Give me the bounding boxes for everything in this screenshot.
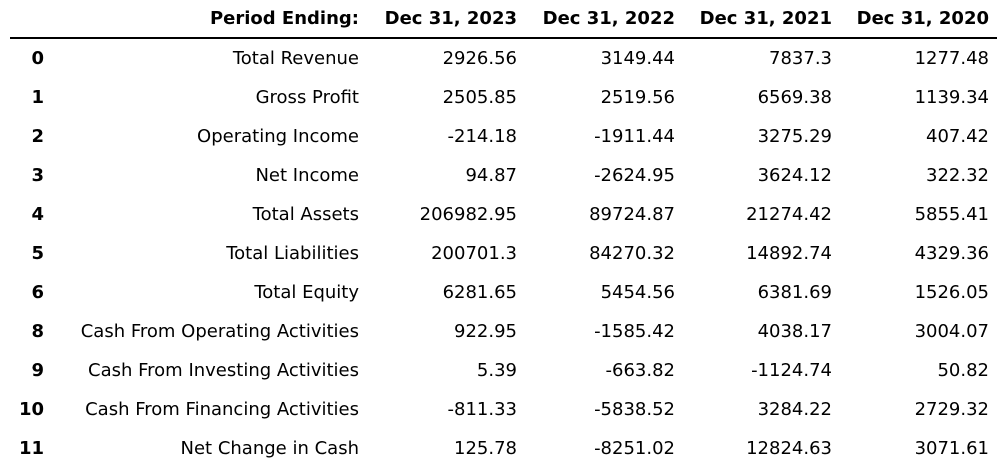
row-label-cell: Cash From Financing Activities [85,399,359,420]
table-row: 3 Net Income 94.87 -2624.95 3624.12 322.32 [10,156,997,195]
header-row: Period Ending: Dec 31, 2023 Dec 31, 2022… [10,0,997,39]
value-cell: 2505.85 [442,87,517,108]
value-cell: 3284.22 [757,399,832,420]
table-header: Period Ending: Dec 31, 2023 Dec 31, 2022… [10,0,997,39]
value-cell: 3624.12 [757,165,832,186]
header-column-dec-31-2022: Dec 31, 2022 [525,0,683,39]
value-cell: 12824.63 [746,438,832,459]
value-cell: 2926.56 [442,48,517,69]
value-cell: 3004.07 [914,321,989,342]
header-index-cell [10,0,52,39]
row-index-cell: 8 [31,321,44,342]
value-cell: 4329.36 [914,243,989,264]
value-cell: -2624.95 [594,165,675,186]
value-cell: 1277.48 [914,48,989,69]
row-index-cell: 4 [31,204,44,225]
table-row: 8 Cash From Operating Activities 922.95 -15… [10,312,997,351]
row-label-cell: Net Income [255,165,359,186]
header-column-dec-31-2021: Dec 31, 2021 [683,0,840,39]
value-cell: 94.87 [465,165,517,186]
table-row: 0 Total Revenue 2926.56 3149.44 7837.3 1277.4… [10,38,997,78]
table-row: 4 Total Assets 206982.95 89724.87 21274.42 58… [10,195,997,234]
row-label-cell: Total Equity [254,282,359,303]
row-label-cell: Total Revenue [232,48,359,69]
row-index-cell: 6 [31,282,44,303]
value-cell: 50.82 [937,360,989,381]
header-column-dec-31-2023: Dec 31, 2023 [367,0,525,39]
value-cell: 7837.3 [769,48,832,69]
row-label-cell: Net Change in Cash [180,438,359,459]
value-cell: 407.42 [926,126,989,147]
value-cell: -811.33 [447,399,517,420]
value-cell: 6281.65 [442,282,517,303]
row-label-cell: Cash From Investing Activities [88,360,359,381]
value-cell: 5855.41 [914,204,989,225]
row-index-cell: 11 [18,438,44,459]
value-cell: -1585.42 [594,321,675,342]
row-index-cell: 3 [31,165,44,186]
value-cell: -8251.02 [594,438,675,459]
table-row: 2 Operating Income -214.18 -1911.44 3275.29 4… [10,117,997,156]
table-row: 6 Total Equity 6281.65 5454.56 6381.69 1526.0… [10,273,997,312]
value-cell: 5454.56 [600,282,675,303]
row-label-cell: Total Liabilities [226,243,359,264]
row-index-cell: 9 [31,360,44,381]
value-cell: 322.32 [926,165,989,186]
table-row: 1 Gross Profit 2505.85 2519.56 6569.38 1139.3… [10,78,997,117]
table-body: 0 Total Revenue 2926.56 3149.44 7837.3 1277.4… [10,38,997,468]
financial-summary-table: Period Ending: Dec 31, 2023 Dec 31, 2022… [10,0,997,468]
value-cell: -214.18 [447,126,517,147]
value-cell: 1139.34 [914,87,989,108]
header-column-dec-31-2020: Dec 31, 2020 [840,0,997,39]
value-cell: 6381.69 [757,282,832,303]
value-cell: 6569.38 [757,87,832,108]
value-cell: 2729.32 [914,399,989,420]
value-cell: 2519.56 [600,87,675,108]
value-cell: 200701.3 [431,243,517,264]
value-cell: -1124.74 [751,360,832,381]
value-cell: -663.82 [605,360,675,381]
value-cell: 4038.17 [757,321,832,342]
row-label-cell: Cash From Operating Activities [80,321,359,342]
row-index-cell: 1 [31,87,44,108]
row-index-cell: 2 [31,126,44,147]
row-index-cell: 0 [31,48,44,69]
value-cell: 84270.32 [589,243,675,264]
value-cell: 14892.74 [746,243,832,264]
value-cell: 206982.95 [419,204,517,225]
table-row: 9 Cash From Investing Activities 5.39 -663.… [10,351,997,390]
table-row: 5 Total Liabilities 200701.3 84270.32 14892.… [10,234,997,273]
table-row: 11 Net Change in Cash 125.78 -8251.02 12824.… [10,429,997,468]
row-label-cell: Total Assets [252,204,359,225]
value-cell: 3071.61 [914,438,989,459]
row-index-cell: 10 [18,399,44,420]
value-cell: 89724.87 [589,204,675,225]
table-row: 10 Cash From Financing Activities -811.33 -… [10,390,997,429]
value-cell: 21274.42 [746,204,832,225]
value-cell: 1526.05 [914,282,989,303]
value-cell: 125.78 [454,438,517,459]
row-index-cell: 5 [31,243,44,264]
value-cell: -1911.44 [594,126,675,147]
value-cell: -5838.52 [594,399,675,420]
value-cell: 922.95 [454,321,517,342]
row-label-cell: Operating Income [197,126,359,147]
header-period-ending-label: Period Ending: [52,0,367,39]
value-cell: 3149.44 [600,48,675,69]
value-cell: 3275.29 [757,126,832,147]
value-cell: 5.39 [476,360,517,381]
row-label-cell: Gross Profit [255,87,359,108]
